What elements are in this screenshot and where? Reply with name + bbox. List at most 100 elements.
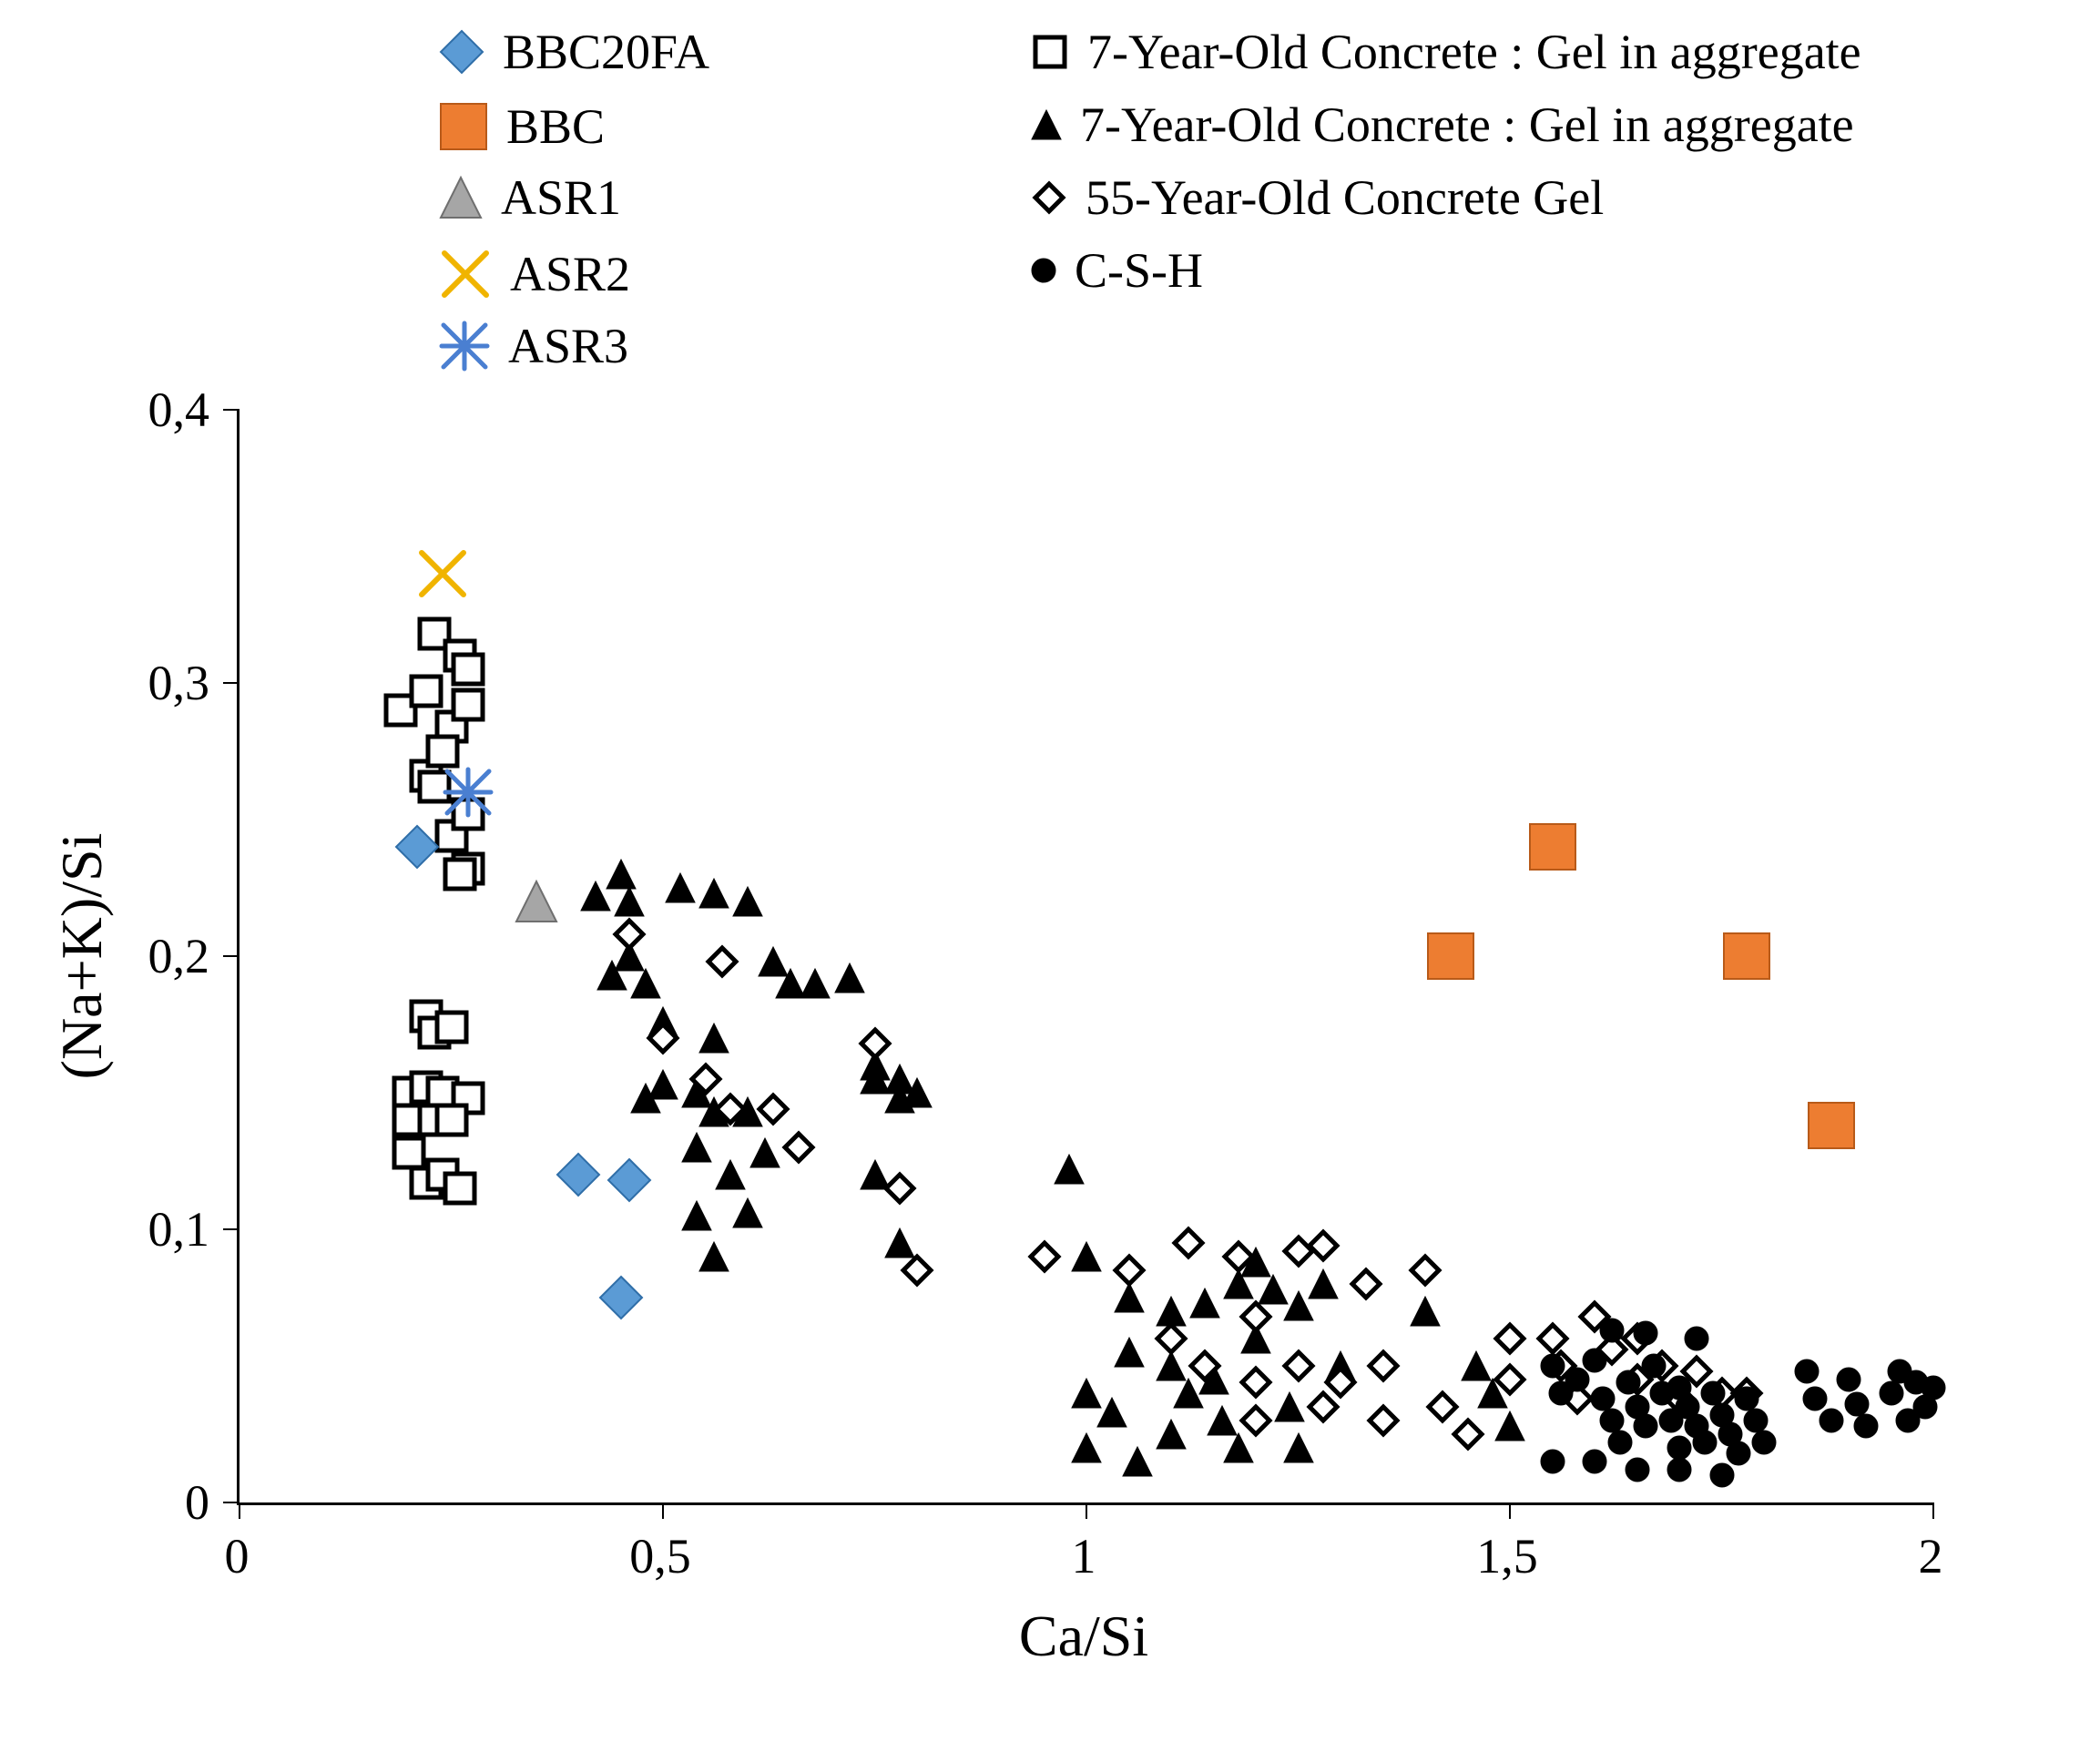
legend-item-asr1: ASR1 bbox=[437, 173, 621, 222]
csh-legend-label: C-S-H bbox=[1075, 246, 1203, 295]
asr1-legend-label: ASR1 bbox=[501, 173, 621, 222]
point-tri7 bbox=[697, 1021, 731, 1055]
asr3-legend-label: ASR3 bbox=[508, 321, 628, 371]
point-dia55 bbox=[1303, 1387, 1343, 1427]
point-dia55 bbox=[1405, 1250, 1445, 1290]
point-tri7 bbox=[646, 1067, 680, 1102]
point-tri7 bbox=[679, 1130, 714, 1165]
point-tri7 bbox=[798, 966, 832, 1001]
point-tri7 bbox=[832, 961, 867, 995]
point-sq7 bbox=[431, 1006, 473, 1048]
point-tri7 bbox=[900, 1075, 934, 1110]
y-tick-label: 0,4 bbox=[148, 382, 210, 438]
point-dia55 bbox=[855, 1024, 895, 1064]
point-tri7 bbox=[1120, 1444, 1155, 1479]
point-tri7 bbox=[1306, 1267, 1341, 1301]
point-tri7 bbox=[1069, 1239, 1104, 1274]
point-dia55 bbox=[1490, 1360, 1530, 1400]
point-tri7 bbox=[663, 871, 698, 905]
point-dia55 bbox=[702, 942, 742, 982]
point-asr1 bbox=[513, 878, 560, 925]
legend-item-asr2: ASR2 bbox=[437, 246, 630, 302]
point-tri7 bbox=[1408, 1294, 1442, 1329]
bbc20fa-legend-icon bbox=[437, 27, 486, 76]
csh-legend-icon bbox=[1029, 256, 1058, 285]
point-tri7 bbox=[730, 884, 765, 919]
asr2-legend-label: ASR2 bbox=[510, 250, 630, 299]
point-dia55 bbox=[779, 1127, 819, 1167]
legend-item-sq7: 7-Year-Old Concrete : Gel in aggregate bbox=[1029, 27, 1861, 76]
dia55-legend-icon bbox=[1029, 178, 1069, 218]
scatter-figure: { "canvas": { "width": 2306, "height": 1… bbox=[0, 0, 2100, 1762]
point-bbc bbox=[1720, 930, 1773, 983]
bbc-legend-icon bbox=[437, 100, 490, 153]
x-tick-label: 1 bbox=[1072, 1528, 1096, 1584]
legend-item-csh: C-S-H bbox=[1029, 246, 1203, 295]
point-csh bbox=[1665, 1455, 1694, 1484]
point-csh bbox=[1580, 1346, 1609, 1375]
point-dia55 bbox=[1109, 1250, 1149, 1290]
point-tri7 bbox=[1052, 1152, 1086, 1187]
sq7-legend-label: 7-Year-Old Concrete : Gel in aggregate bbox=[1087, 27, 1861, 76]
legend-item-asr3: ASR3 bbox=[437, 319, 628, 373]
legend-item-dia55: 55-Year-Old Concrete Gel bbox=[1029, 173, 1604, 222]
point-csh bbox=[1631, 1319, 1660, 1348]
point-dia55 bbox=[1448, 1414, 1488, 1454]
point-dia55 bbox=[1168, 1223, 1208, 1263]
y-tick-label: 0,2 bbox=[148, 928, 210, 984]
point-tri7 bbox=[713, 1157, 748, 1192]
y-tick-label: 0,3 bbox=[148, 655, 210, 711]
y-tick-label: 0,1 bbox=[148, 1201, 210, 1258]
x-tick-label: 0,5 bbox=[629, 1528, 691, 1584]
y-axis-label: (Na+K)/Si bbox=[48, 833, 116, 1080]
bbc20fa-legend-label: BBC20FA bbox=[503, 27, 709, 76]
point-tri7 bbox=[1493, 1409, 1527, 1443]
point-tri7 bbox=[1272, 1390, 1307, 1424]
point-dia55 bbox=[1346, 1264, 1386, 1304]
plot-area bbox=[237, 410, 1933, 1505]
point-dia55 bbox=[1303, 1226, 1343, 1266]
point-csh bbox=[1682, 1324, 1711, 1353]
point-asr3 bbox=[441, 765, 495, 820]
point-dia55 bbox=[1279, 1346, 1319, 1386]
point-bbc20fa bbox=[392, 822, 442, 871]
point-dia55 bbox=[1025, 1237, 1065, 1277]
point-dia55 bbox=[880, 1168, 920, 1208]
point-bbc20fa bbox=[605, 1156, 654, 1205]
point-tri7 bbox=[748, 1136, 782, 1170]
point-dia55 bbox=[1236, 1400, 1276, 1441]
asr2-legend-icon bbox=[437, 246, 494, 302]
point-bbc bbox=[1805, 1099, 1858, 1152]
point-csh bbox=[1749, 1428, 1779, 1457]
point-asr2 bbox=[414, 545, 471, 602]
point-csh bbox=[1792, 1357, 1821, 1386]
point-tri7 bbox=[1154, 1417, 1188, 1451]
y-tick-label: 0 bbox=[185, 1474, 209, 1531]
point-tri7 bbox=[1281, 1431, 1316, 1465]
x-tick-label: 0 bbox=[225, 1528, 250, 1584]
legend-item-bbc: BBC bbox=[437, 100, 605, 153]
point-sq7 bbox=[439, 853, 481, 895]
bbc-legend-label: BBC bbox=[506, 102, 605, 151]
point-dia55 bbox=[643, 1018, 683, 1058]
point-bbc bbox=[1424, 930, 1477, 983]
point-tri7 bbox=[730, 1196, 765, 1230]
point-csh bbox=[1851, 1411, 1881, 1441]
sq7-legend-icon bbox=[1029, 31, 1071, 73]
point-dia55 bbox=[1236, 1297, 1276, 1337]
point-tri7 bbox=[1188, 1286, 1222, 1320]
point-dia55 bbox=[1236, 1362, 1276, 1402]
point-dia55 bbox=[897, 1250, 937, 1290]
asr3-legend-icon bbox=[437, 319, 492, 373]
point-bbc20fa bbox=[554, 1150, 603, 1199]
point-tri7 bbox=[1112, 1335, 1147, 1370]
tri7-legend-icon bbox=[1029, 107, 1064, 142]
point-dia55 bbox=[1363, 1346, 1403, 1386]
point-bbc20fa bbox=[596, 1273, 646, 1322]
point-csh bbox=[1580, 1447, 1609, 1476]
x-tick-label: 2 bbox=[1919, 1528, 1943, 1584]
legend-item-tri7: 7-Year-Old Concrete : Gel in aggregate bbox=[1029, 100, 1854, 149]
point-tri7 bbox=[1069, 1431, 1104, 1465]
point-dia55 bbox=[753, 1089, 793, 1129]
x-axis-label: Ca/Si bbox=[1019, 1603, 1148, 1670]
